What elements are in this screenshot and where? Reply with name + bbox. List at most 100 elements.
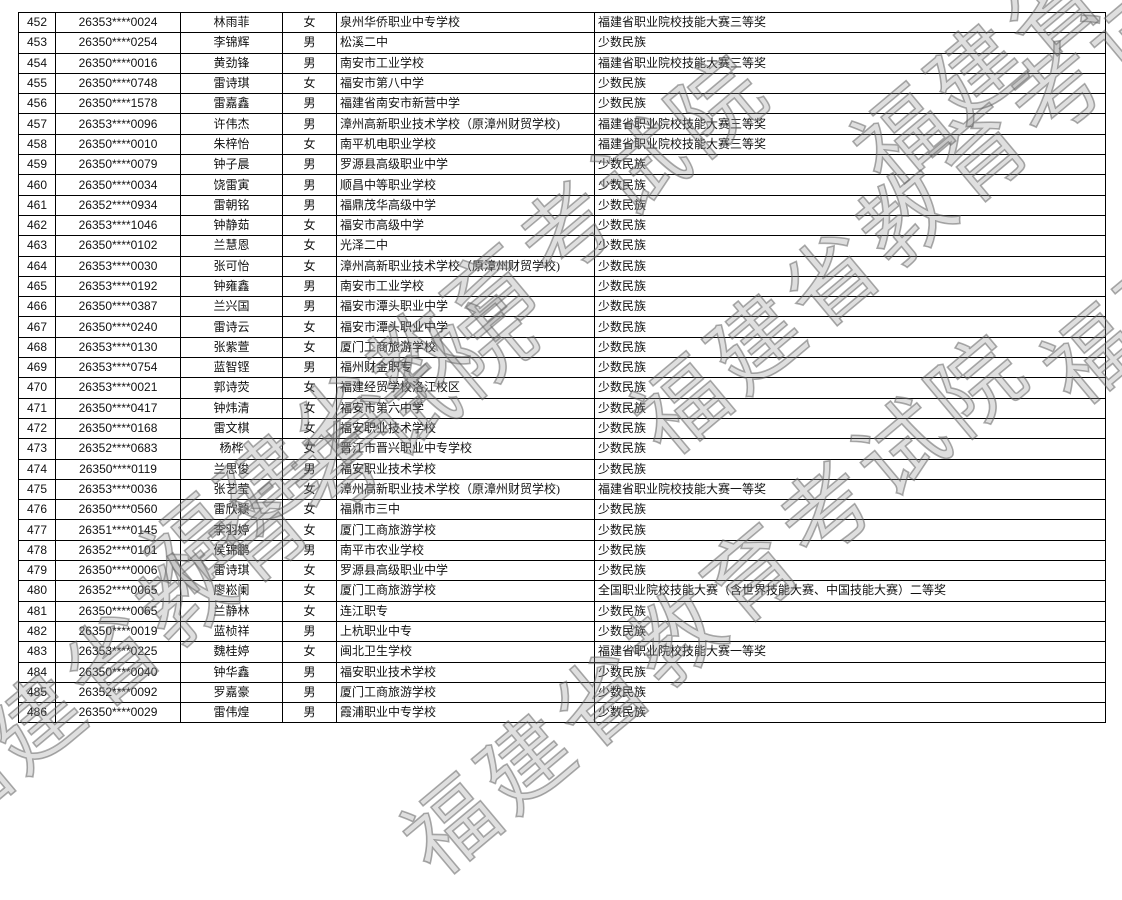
exam-id-cell: 26350****0019: [55, 620, 181, 643]
school-name-cell: 南平市农业学校: [336, 539, 595, 562]
row-number-cell: 455: [18, 72, 56, 95]
student-name-cell: 兰静林: [180, 600, 283, 622]
row-number-cell: 452: [18, 11, 56, 34]
award-category-cell: 少数民族: [594, 377, 1106, 399]
award-category-cell: 少数民族: [594, 93, 1106, 115]
row-number-cell: 466: [18, 296, 56, 318]
student-name-cell: 雷朝铭: [180, 194, 283, 216]
school-name-cell: 福安职业技术学校: [336, 458, 595, 480]
gender-cell: 男: [282, 52, 337, 74]
table-row: 456 26350****1578 雷嘉鑫男福建省南安市新营中学 少数民族: [18, 93, 1106, 115]
row-number-cell: 457: [18, 113, 56, 135]
exam-id-cell: 26352****0065: [55, 580, 181, 602]
award-category-cell: 少数民族: [594, 560, 1106, 582]
award-category-cell: 少数民族: [594, 194, 1106, 216]
school-name-cell: 南安市工业学校: [336, 52, 595, 74]
gender-cell: 女: [282, 641, 337, 663]
row-number-cell: 453: [18, 32, 56, 54]
row-number-cell: 484: [18, 661, 56, 683]
student-name-cell: 郭诗荧: [180, 377, 283, 399]
gender-cell: 男: [282, 93, 337, 115]
gender-cell: 女: [282, 580, 337, 602]
row-number-cell: 481: [18, 600, 56, 622]
student-name-cell: 张可怡: [180, 255, 283, 277]
award-category-cell: 少数民族: [594, 357, 1106, 379]
gender-cell: 女: [282, 255, 337, 277]
gender-cell: 女: [282, 499, 337, 521]
row-number-cell: 474: [18, 458, 56, 480]
school-name-cell: 福安职业技术学校: [336, 417, 595, 440]
exam-id-cell: 26350****0079: [55, 154, 181, 176]
exam-id-cell: 26353****0754: [55, 357, 181, 379]
table-row: 481 26350****0065 兰静林女连江职专 少数民族: [18, 600, 1106, 622]
award-category-cell: 少数民族: [594, 417, 1106, 440]
exam-id-cell: 26350****0034: [55, 174, 181, 196]
student-name-cell: 廖崧阑: [180, 580, 283, 602]
award-category-cell: 少数民族: [594, 397, 1106, 419]
school-name-cell: 福州财金职专: [336, 357, 595, 379]
student-name-cell: 李羽婷: [180, 519, 283, 541]
award-category-cell: 少数民族: [594, 214, 1106, 237]
table-row: 484 26350****0040 钟华鑫男福安职业技术学校 少数民族: [18, 661, 1106, 683]
award-category-cell: 少数民族: [594, 702, 1106, 724]
exam-id-cell: 26350****0065: [55, 600, 181, 622]
school-name-cell: 光泽二中: [336, 235, 595, 257]
award-category-cell: 少数民族: [594, 296, 1106, 318]
award-category-cell: 全国职业院校技能大赛（含世界技能大赛、中国技能大赛）二等奖: [594, 580, 1106, 602]
table-row: 461 26352****0934 雷朝铭男福鼎茂华高级中学 少数民族: [18, 194, 1106, 216]
award-category-cell: 少数民族: [594, 539, 1106, 562]
exam-id-cell: 26353****0192: [55, 275, 181, 298]
award-category-cell: 少数民族: [594, 661, 1106, 683]
row-number-cell: 479: [18, 560, 56, 582]
gender-cell: 女: [282, 214, 337, 237]
gender-cell: 女: [282, 316, 337, 338]
table-row: 462 26353****1046 钟静茹女福安市高级中学 少数民族: [18, 214, 1106, 237]
gender-cell: 女: [282, 235, 337, 257]
student-name-cell: 钟静茹: [180, 214, 283, 237]
gender-cell: 男: [282, 620, 337, 643]
award-category-cell: 少数民族: [594, 154, 1106, 176]
table-row: 463 26350****0102 兰慧恩女光泽二中 少数民族: [18, 235, 1106, 257]
table-row: 459 26350****0079 钟子晨男罗源县高级职业中学 少数民族: [18, 154, 1106, 176]
gender-cell: 男: [282, 113, 337, 135]
student-name-cell: 雷嘉鑫: [180, 93, 283, 115]
school-name-cell: 福安市潭头职业中学: [336, 296, 595, 318]
exam-id-cell: 26352****0092: [55, 681, 181, 704]
table-row: 469 26353****0754 蓝智铿男福州财金职专 少数民族: [18, 357, 1106, 379]
row-number-cell: 458: [18, 133, 56, 156]
school-name-cell: 福鼎茂华高级中学: [336, 194, 595, 216]
school-name-cell: 福安市高级中学: [336, 214, 595, 237]
exam-id-cell: 26353****0130: [55, 336, 181, 359]
student-name-cell: 蓝桢祥: [180, 620, 283, 643]
row-number-cell: 461: [18, 194, 56, 216]
student-name-cell: 张艺莹: [180, 478, 283, 501]
award-category-cell: 福建省职业院校技能大赛三等奖: [594, 133, 1106, 156]
table-row: 482 26350****0019 蓝桢祥男上杭职业中专 少数民族: [18, 620, 1106, 643]
table-row: 458 26350****0010 朱梓怡女南平机电职业学校 福建省职业院校技能大赛三…: [18, 133, 1106, 156]
gender-cell: 女: [282, 438, 337, 460]
table-row: 465 26353****0192 钟雍鑫男南安市工业学校 少数民族: [18, 275, 1106, 298]
gender-cell: 男: [282, 661, 337, 683]
school-name-cell: 霞浦职业中专学校: [336, 702, 595, 724]
gender-cell: 女: [282, 377, 337, 399]
student-name-cell: 兰慧恩: [180, 235, 283, 257]
exam-id-cell: 26350****0254: [55, 32, 181, 54]
row-number-cell: 482: [18, 620, 56, 643]
exam-id-cell: 26350****0240: [55, 316, 181, 338]
gender-cell: 男: [282, 275, 337, 298]
school-name-cell: 厦门工商旅游学校: [336, 681, 595, 704]
student-name-cell: 朱梓怡: [180, 133, 283, 156]
gender-cell: 男: [282, 296, 337, 318]
gender-cell: 女: [282, 133, 337, 156]
row-number-cell: 485: [18, 681, 56, 704]
exam-id-cell: 26350****0168: [55, 417, 181, 440]
student-name-cell: 钟华鑫: [180, 661, 283, 683]
table-row: 453 26350****0254 李锦辉男松溪二中 少数民族: [18, 32, 1106, 54]
results-table: 452 26353****0024 林雨菲女泉州华侨职业中专学校 福建省职业院校技能大…: [18, 11, 1106, 724]
student-name-cell: 杨桦: [180, 438, 283, 460]
student-name-cell: 雷诗云: [180, 316, 283, 338]
table-row: 479 26350****0006 雷诗琪女罗源县高级职业中学 少数民族: [18, 560, 1106, 582]
exam-id-cell: 26350****0040: [55, 661, 181, 683]
school-name-cell: 福安职业技术学校: [336, 661, 595, 683]
student-name-cell: 雷诗琪: [180, 72, 283, 95]
